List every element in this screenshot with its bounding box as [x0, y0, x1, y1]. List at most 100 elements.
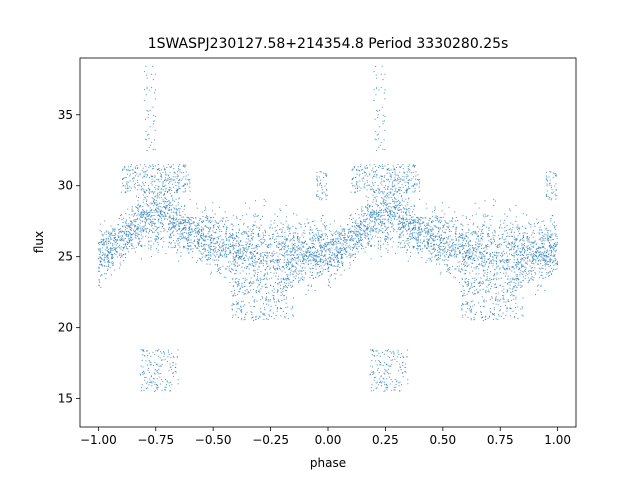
data-point [103, 239, 105, 241]
data-point [292, 265, 294, 267]
data-point [98, 285, 100, 287]
data-point [357, 251, 359, 253]
data-point [507, 246, 509, 248]
data-point [434, 250, 436, 252]
data-point [182, 211, 184, 213]
data-point [326, 244, 328, 246]
data-point [329, 242, 331, 244]
data-point [387, 178, 389, 180]
data-point [228, 240, 230, 242]
data-point [408, 242, 410, 244]
data-point [146, 195, 148, 197]
data-point [251, 264, 253, 266]
data-point [387, 208, 389, 210]
data-point [167, 200, 169, 202]
data-point [113, 239, 115, 241]
data-point [225, 228, 227, 230]
data-point [273, 267, 275, 269]
data-point [229, 261, 231, 263]
data-point [539, 239, 541, 241]
data-point [299, 237, 301, 239]
data-point [189, 231, 191, 233]
data-point [379, 237, 381, 239]
data-point [249, 243, 250, 245]
data-point [477, 231, 479, 233]
data-point [384, 222, 386, 224]
data-point [191, 257, 193, 259]
data-point [326, 268, 328, 270]
data-point [515, 250, 517, 252]
data-point [400, 222, 402, 224]
data-point [247, 242, 249, 244]
data-point [184, 220, 186, 222]
data-point [444, 224, 446, 226]
data-point [448, 235, 450, 237]
data-point [453, 223, 455, 225]
data-point [165, 204, 167, 206]
data-point [512, 242, 514, 244]
data-point [504, 213, 506, 215]
data-point [221, 251, 223, 253]
data-point [367, 224, 369, 226]
data-point [248, 273, 250, 275]
data-point [441, 220, 443, 222]
data-point [384, 196, 386, 198]
data-point [485, 245, 487, 247]
data-point [434, 249, 436, 251]
data-point [339, 242, 341, 244]
data-point [538, 255, 540, 257]
data-point [330, 242, 332, 244]
data-point [345, 244, 347, 246]
data-point [175, 205, 177, 207]
data-point [253, 269, 255, 271]
data-point [353, 246, 355, 248]
data-point [156, 238, 158, 240]
data-point [523, 252, 525, 254]
data-point [309, 233, 311, 235]
data-point [484, 261, 486, 263]
data-point [314, 258, 316, 260]
data-point [216, 222, 218, 224]
data-point [208, 245, 210, 247]
data-point [547, 251, 549, 253]
data-point [173, 222, 175, 224]
data-point [243, 247, 245, 249]
data-point [518, 268, 520, 270]
data-point [415, 232, 417, 234]
data-point [246, 233, 248, 235]
data-point [337, 257, 339, 259]
data-point [316, 273, 318, 275]
data-point [424, 228, 426, 230]
data-point [392, 224, 394, 226]
data-point [279, 228, 281, 230]
data-point [543, 258, 545, 260]
data-point [509, 210, 511, 212]
data-point [141, 226, 143, 228]
data-point [164, 197, 166, 199]
data-point [230, 223, 232, 225]
data-point [119, 262, 121, 264]
data-point [532, 236, 534, 238]
data-point [214, 213, 216, 215]
data-point [440, 245, 442, 247]
data-point [399, 220, 401, 222]
data-point [179, 227, 181, 229]
data-point [292, 225, 294, 227]
data-point [514, 251, 516, 253]
data-point [389, 216, 391, 218]
data-point [402, 207, 404, 209]
data-point [444, 237, 445, 239]
data-point [125, 219, 127, 221]
data-point [150, 202, 152, 204]
data-point [384, 208, 386, 210]
data-point [447, 259, 449, 261]
data-point [345, 251, 347, 253]
data-point [310, 253, 312, 255]
data-point [419, 199, 421, 201]
data-point [417, 239, 419, 241]
data-point [112, 262, 114, 264]
data-point [112, 229, 114, 231]
data-point [131, 208, 133, 210]
data-point [514, 244, 516, 246]
data-point [167, 208, 169, 210]
